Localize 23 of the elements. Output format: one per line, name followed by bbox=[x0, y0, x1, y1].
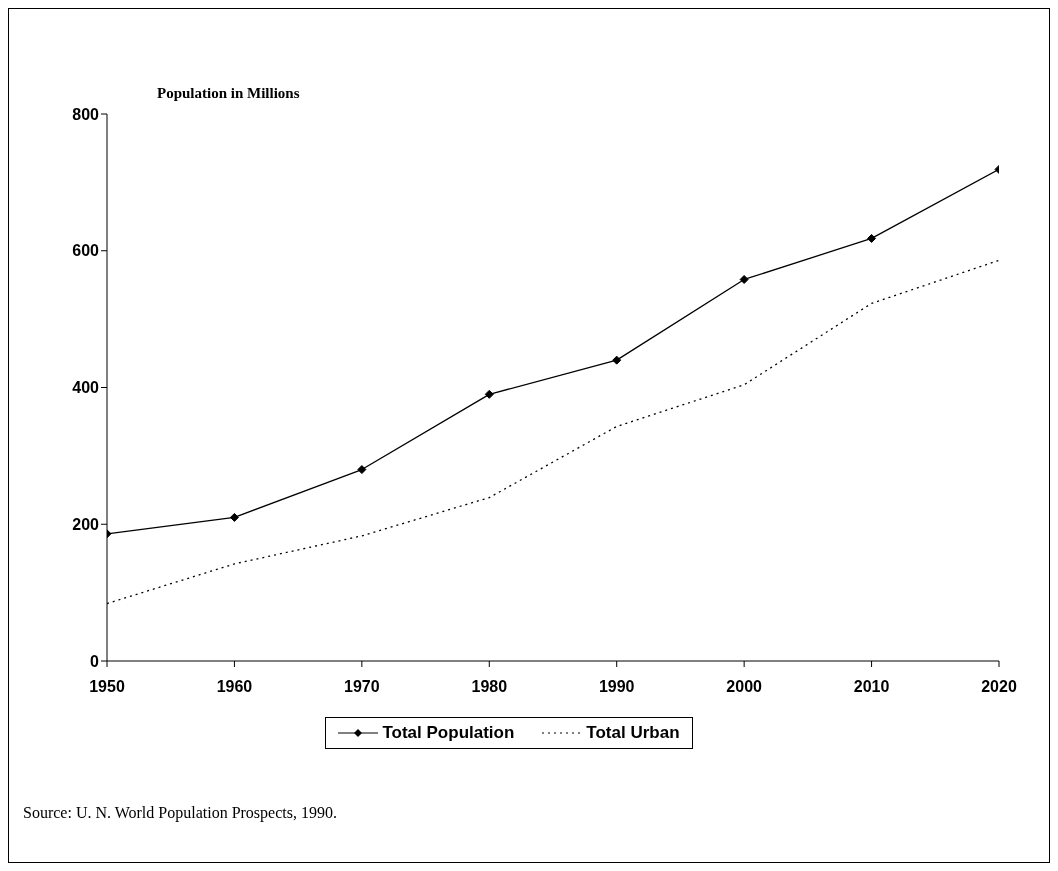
x-tick-label: 1980 bbox=[471, 678, 508, 696]
point bbox=[357, 465, 367, 475]
y-tick-label: 400 bbox=[72, 379, 100, 397]
x-tick-label: 1960 bbox=[216, 678, 253, 696]
x-tick-label: 2000 bbox=[726, 678, 763, 696]
y-tick-label: 0 bbox=[90, 652, 100, 670]
point bbox=[612, 355, 622, 365]
legend-label: Total Population bbox=[381, 723, 515, 743]
legend-label: Total Urban bbox=[585, 723, 680, 743]
point bbox=[484, 389, 494, 399]
source-note: Source: U. N. World Population Prospects, 1990. bbox=[23, 804, 337, 822]
x-tick-label: 1990 bbox=[598, 678, 635, 696]
point bbox=[867, 233, 877, 243]
y-tick-label: 600 bbox=[72, 242, 100, 260]
x-tick-label: 1950 bbox=[89, 678, 125, 696]
y-tick-label: 800 bbox=[72, 105, 100, 123]
x-tick-label: 2020 bbox=[981, 678, 1017, 696]
x-tick-label: 2010 bbox=[853, 678, 890, 696]
y-axis-title: Population in Millions bbox=[157, 85, 300, 102]
point bbox=[229, 512, 239, 522]
point bbox=[739, 274, 749, 284]
y-tick-label: 200 bbox=[72, 515, 100, 533]
x-tick-label: 1970 bbox=[344, 678, 380, 696]
